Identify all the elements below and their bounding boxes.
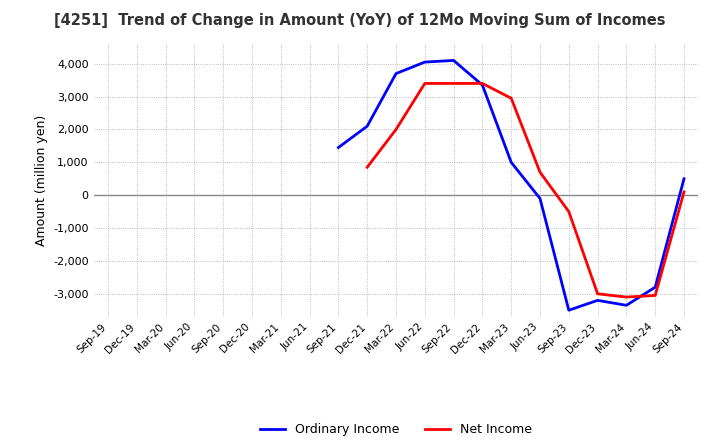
Net Income: [564, 209, 573, 214]
Ordinary Income: [680, 176, 688, 181]
Y-axis label: Amount (million yen): Amount (million yen): [35, 115, 48, 246]
Net Income: [363, 165, 372, 170]
Net Income: [680, 189, 688, 194]
Ordinary Income: [363, 124, 372, 129]
Net Income: [478, 81, 487, 86]
Net Income: [651, 293, 660, 298]
Ordinary Income: [593, 298, 602, 303]
Net Income: [420, 81, 429, 86]
Ordinary Income: [536, 196, 544, 201]
Ordinary Income: [478, 82, 487, 88]
Line: Net Income: Net Income: [367, 84, 684, 297]
Legend: Ordinary Income, Net Income: Ordinary Income, Net Income: [256, 418, 536, 440]
Net Income: [622, 294, 631, 300]
Ordinary Income: [334, 145, 343, 150]
Ordinary Income: [420, 59, 429, 65]
Ordinary Income: [564, 308, 573, 313]
Ordinary Income: [449, 58, 458, 63]
Net Income: [449, 81, 458, 86]
Net Income: [536, 169, 544, 175]
Ordinary Income: [651, 285, 660, 290]
Ordinary Income: [392, 71, 400, 76]
Text: [4251]  Trend of Change in Amount (YoY) of 12Mo Moving Sum of Incomes: [4251] Trend of Change in Amount (YoY) o…: [54, 13, 666, 28]
Ordinary Income: [622, 303, 631, 308]
Ordinary Income: [507, 160, 516, 165]
Line: Ordinary Income: Ordinary Income: [338, 60, 684, 310]
Net Income: [507, 95, 516, 101]
Net Income: [392, 127, 400, 132]
Net Income: [593, 291, 602, 297]
